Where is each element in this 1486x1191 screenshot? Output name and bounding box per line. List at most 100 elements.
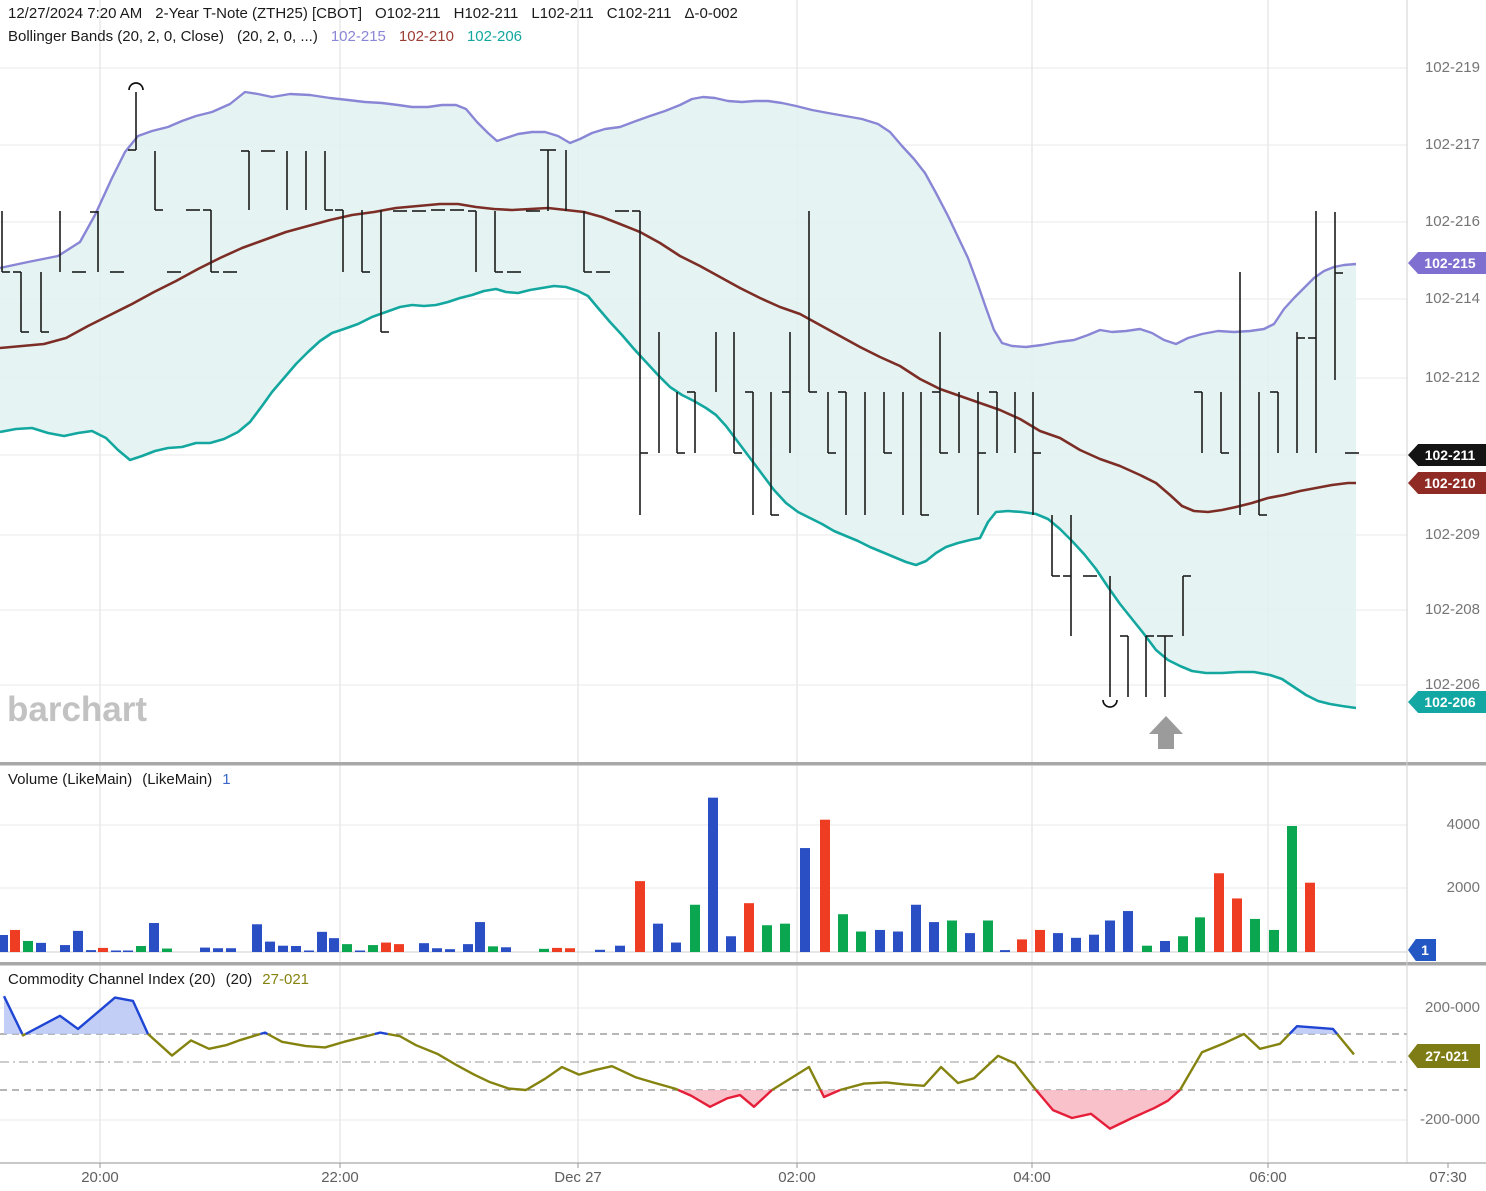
price-bar	[154, 151, 163, 211]
volume-badge: 1	[1408, 939, 1436, 961]
legend-high: H102-211	[453, 5, 519, 22]
volume-bar	[291, 946, 301, 952]
cci-panel-title[interactable]: Commodity Channel Index (20) (20) 27-021	[8, 971, 309, 988]
price-axis-label: 102-206	[1424, 676, 1480, 693]
volume-bar	[1142, 945, 1152, 952]
volume-bar	[136, 946, 146, 952]
volume-bar	[1214, 873, 1224, 952]
cci-blue-fill	[1289, 1026, 1338, 1034]
cci-line	[1035, 1089, 1181, 1130]
price-bar	[1182, 575, 1191, 636]
price-bar	[1, 211, 10, 273]
volume-bar	[1123, 911, 1133, 952]
price-bar	[989, 391, 998, 453]
price-bar	[583, 211, 592, 273]
barchart-watermark-logo: barchart	[7, 690, 148, 729]
volume-bar	[60, 945, 70, 952]
volume-bar	[342, 944, 352, 952]
volume-bar	[1160, 940, 1170, 952]
bb-upper-badge: 102-215	[1408, 252, 1486, 274]
cci-line	[677, 1088, 773, 1109]
volume-title: Volume (LikeMain)	[8, 771, 133, 788]
volume-bar	[1035, 929, 1045, 952]
volume-bar	[653, 923, 663, 952]
price-bar	[241, 150, 250, 210]
legend-change: Δ-0-002	[684, 5, 738, 22]
volume-bar	[73, 930, 83, 952]
volume-bar	[635, 881, 645, 952]
price-axis-label: 102-214	[1424, 290, 1480, 307]
price-bar	[745, 391, 754, 515]
volume-bar	[304, 950, 314, 952]
price-bar	[676, 392, 685, 454]
bb-lower-badge: 102-206	[1408, 691, 1486, 713]
volume-bar	[539, 948, 549, 952]
legend-datetime: 12/27/2024 7:20 AM	[8, 5, 143, 22]
volume-bar	[565, 948, 575, 952]
bollinger-band-fill	[0, 92, 1356, 708]
volume-bar	[947, 920, 957, 952]
price-bar	[1157, 635, 1173, 697]
volume-bar	[432, 948, 442, 952]
up-arrow-signal	[1149, 716, 1183, 749]
time-axis-label: 22:00	[321, 1169, 359, 1186]
volume-axis-label: 2000	[1446, 879, 1480, 896]
volume-bar	[838, 914, 848, 952]
volume-bar	[1250, 918, 1260, 952]
price-bar	[1120, 635, 1129, 697]
cci-line	[25, 996, 150, 1036]
volume-bar	[501, 947, 511, 952]
volume-bar	[875, 929, 885, 952]
price-axis-label: 102-219	[1424, 59, 1480, 76]
volume-bar	[278, 945, 288, 952]
volume-bar	[780, 923, 790, 952]
cci-line	[267, 1032, 375, 1049]
volume-bar	[893, 931, 903, 952]
bollinger-lower-band	[0, 284, 1357, 710]
price-bar	[1270, 391, 1279, 453]
legend-open: O102-211	[375, 5, 441, 22]
cci-badge: 27-021	[1408, 1044, 1480, 1068]
cci-value: 27-021	[262, 971, 310, 988]
volume-bar	[23, 940, 33, 952]
volume-bar	[381, 942, 391, 952]
indicator-legend[interactable]: Bollinger Bands (20, 2, 0, Close) (20, 2…	[8, 28, 522, 45]
volume-panel-title[interactable]: Volume (LikeMain) (LikeMain) 1	[8, 771, 231, 788]
time-axis-label: 06:00	[1249, 1169, 1287, 1186]
volume-bar	[1269, 929, 1279, 952]
price-bar	[335, 209, 344, 272]
volume-value: 1	[222, 771, 231, 788]
volume-bar	[463, 944, 473, 952]
price-bar	[883, 392, 892, 454]
panel-divider	[0, 962, 1486, 966]
price-axis-label: 102-217	[1424, 136, 1480, 153]
price-bar	[808, 211, 817, 393]
bb-upper-value: 102-215	[330, 28, 386, 45]
price-bar	[838, 391, 847, 515]
volume-bar	[983, 920, 993, 952]
price-axis-label: 102-208	[1424, 601, 1480, 618]
volume-axis-label: 4000	[1446, 816, 1480, 833]
last-price-badge: 102-211	[1408, 444, 1486, 466]
cci-line	[374, 1031, 388, 1036]
cci-axis-label: -200-000	[1419, 1111, 1480, 1128]
price-bar	[1334, 212, 1343, 380]
bb-middle-value: 102-210	[398, 28, 454, 45]
volume-bar	[445, 949, 455, 952]
symbol-legend[interactable]: 12/27/2024 7:20 AM 2-Year T-Note (ZTH25)…	[8, 5, 738, 22]
panel-divider	[0, 762, 1486, 766]
price-bar	[733, 332, 742, 454]
volume-bar	[671, 942, 681, 952]
volume-bar	[965, 933, 975, 952]
volume-subtitle: (LikeMain)	[142, 771, 213, 788]
price-bar	[770, 392, 779, 516]
price-bar	[1051, 515, 1060, 577]
volume-bar	[419, 943, 429, 952]
volume-bar	[368, 945, 378, 952]
volume-bar	[355, 950, 365, 952]
price-bar	[324, 151, 333, 211]
legend-symbol: 2-Year T-Note (ZTH25) [CBOT]	[155, 5, 363, 22]
volume-bar	[1017, 939, 1027, 952]
